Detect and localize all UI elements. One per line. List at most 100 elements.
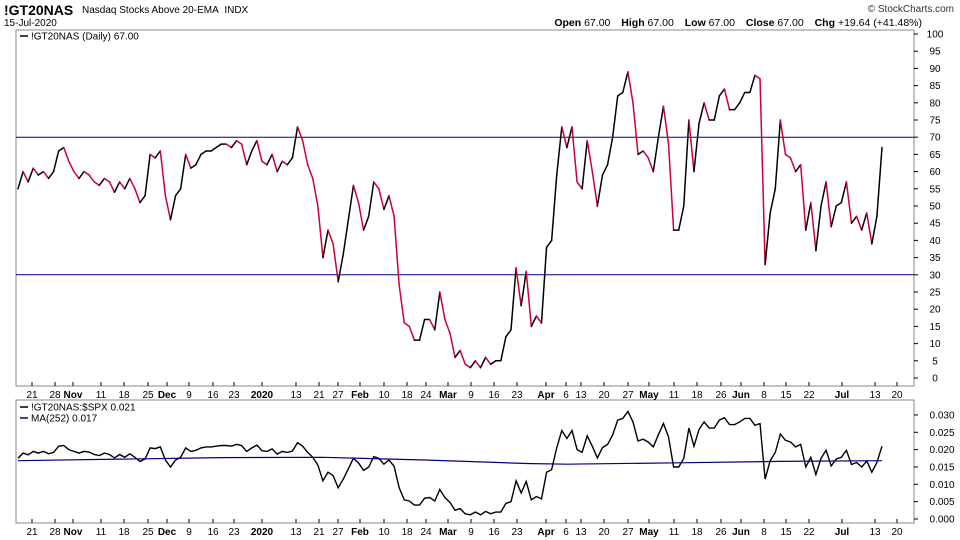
price-segment — [149, 153, 156, 159]
price-segment — [78, 170, 85, 180]
x-tick-label: 22 — [803, 527, 815, 538]
legend-label: !GT20NAS (Daily) 67.00 — [31, 32, 139, 43]
price-segment — [27, 167, 34, 183]
x-tick-label: 25 — [142, 527, 154, 538]
price-segment — [586, 139, 594, 173]
price-segment — [306, 163, 314, 180]
x-tick-label: 15 — [780, 390, 792, 401]
close-value: 67.00 — [777, 17, 804, 29]
price-segment — [789, 157, 797, 173]
chg-label: Chg — [814, 17, 836, 29]
legend-label: MA(252) 0.017 — [31, 414, 98, 425]
y-tick-label: 85 — [929, 81, 941, 92]
price-segment — [352, 184, 360, 204]
price-segment — [871, 215, 878, 245]
price-segment — [347, 184, 355, 221]
price-segment — [571, 126, 578, 183]
price-segment — [459, 349, 466, 365]
y-tick-label: 95 — [929, 47, 941, 58]
price-segment — [159, 150, 167, 197]
price-segment — [489, 360, 497, 365]
x-tick-label: Jul — [835, 390, 850, 401]
price-segment — [388, 194, 395, 218]
y-tick-label: 20 — [929, 305, 941, 316]
price-segment — [850, 215, 858, 224]
price-segment — [622, 71, 629, 94]
price-segment — [428, 318, 436, 331]
price-segment — [62, 146, 70, 163]
x-tick-label: 27 — [332, 527, 344, 538]
price-segment — [52, 150, 60, 173]
chg-value: +19.64 (+41.48%) — [837, 17, 922, 29]
y-tick-label: 35 — [929, 253, 941, 264]
x-tick-label: 23 — [511, 527, 523, 538]
price-segment — [515, 267, 522, 307]
x-tick-label: 9 — [468, 527, 474, 538]
price-segment — [703, 102, 710, 121]
price-segment — [464, 363, 472, 369]
price-segment — [291, 126, 299, 159]
price-segment — [118, 181, 126, 190]
price-segment — [769, 188, 777, 214]
y-tick-label: 65 — [929, 150, 941, 161]
price-segment — [271, 153, 278, 173]
price-segment — [383, 194, 390, 211]
price-segment — [357, 201, 365, 231]
x-tick-label: 18 — [691, 527, 703, 538]
x-tick-label: 20 — [891, 390, 903, 401]
price-segment — [520, 270, 527, 307]
legend-label: !GT20NAS:$SPX 0.021 — [31, 403, 136, 414]
price-segment — [88, 174, 95, 183]
price-segment — [266, 153, 273, 166]
price-segment — [393, 215, 400, 286]
price-segment — [179, 153, 187, 190]
ratio-y-axis: 0.000 0.005 0.010 0.015 0.020 0.025 0.030 — [914, 410, 955, 526]
ratio-x-axis: 21 28 Nov 11 18 25 Dec 9 16 23 2020 13 21 27 Feb 10 18 24… — [26, 519, 903, 538]
price-segment — [535, 315, 543, 324]
ma-series-line — [17, 456, 883, 465]
price-segment — [632, 102, 639, 156]
price-segment — [403, 322, 411, 328]
x-tick-label: Apr — [537, 390, 554, 401]
y-tick-label: 5 — [932, 356, 938, 367]
price-segment — [373, 181, 380, 190]
price-segment — [652, 136, 660, 173]
chart-date: 15-Jul-2020 — [4, 18, 57, 29]
y-tick-label: 15 — [929, 322, 941, 333]
ratio-series-line — [17, 410, 883, 516]
x-tick-label: 22 — [803, 390, 815, 401]
price-legend: !GT20NAS (Daily) 67.00 — [20, 32, 139, 43]
y-tick-label: 30 — [929, 270, 941, 281]
price-segment — [627, 71, 634, 104]
x-tick-label: 25 — [142, 390, 154, 401]
price-segment — [342, 219, 350, 255]
x-tick-label: Dec — [158, 527, 177, 538]
price-segment — [251, 139, 258, 152]
price-segment — [784, 153, 792, 159]
high-value: 67.00 — [647, 17, 674, 29]
price-y-axis: 0 5 10 15 20 25 30 35 40 45 50 55 60 65 70 75 80 85 90 95 10… — [914, 30, 944, 385]
price-segment — [93, 181, 101, 187]
y-tick-label: 0 — [932, 374, 938, 385]
x-tick-label: 9 — [186, 390, 192, 401]
price-segment — [418, 318, 426, 341]
high-label: High — [621, 17, 645, 29]
price-segment — [134, 188, 141, 204]
price-segment — [667, 143, 675, 231]
price-segment — [479, 356, 487, 369]
price-segment — [733, 102, 741, 111]
price-segment — [469, 360, 477, 369]
price-segment — [749, 74, 756, 94]
x-tick-label: 13 — [869, 390, 881, 401]
x-tick-label: 18 — [691, 390, 703, 401]
x-tick-label: 13 — [290, 527, 302, 538]
x-tick-label: 16 — [207, 390, 219, 401]
price-segment — [855, 215, 863, 231]
price-segment — [555, 126, 563, 176]
price-segment — [174, 188, 182, 197]
y-tick-label: 0.000 — [929, 515, 954, 526]
price-segment — [439, 291, 446, 321]
x-tick-label: 13 — [869, 527, 881, 538]
price-segment — [154, 150, 162, 159]
ratio-panel-frame — [15, 399, 915, 524]
